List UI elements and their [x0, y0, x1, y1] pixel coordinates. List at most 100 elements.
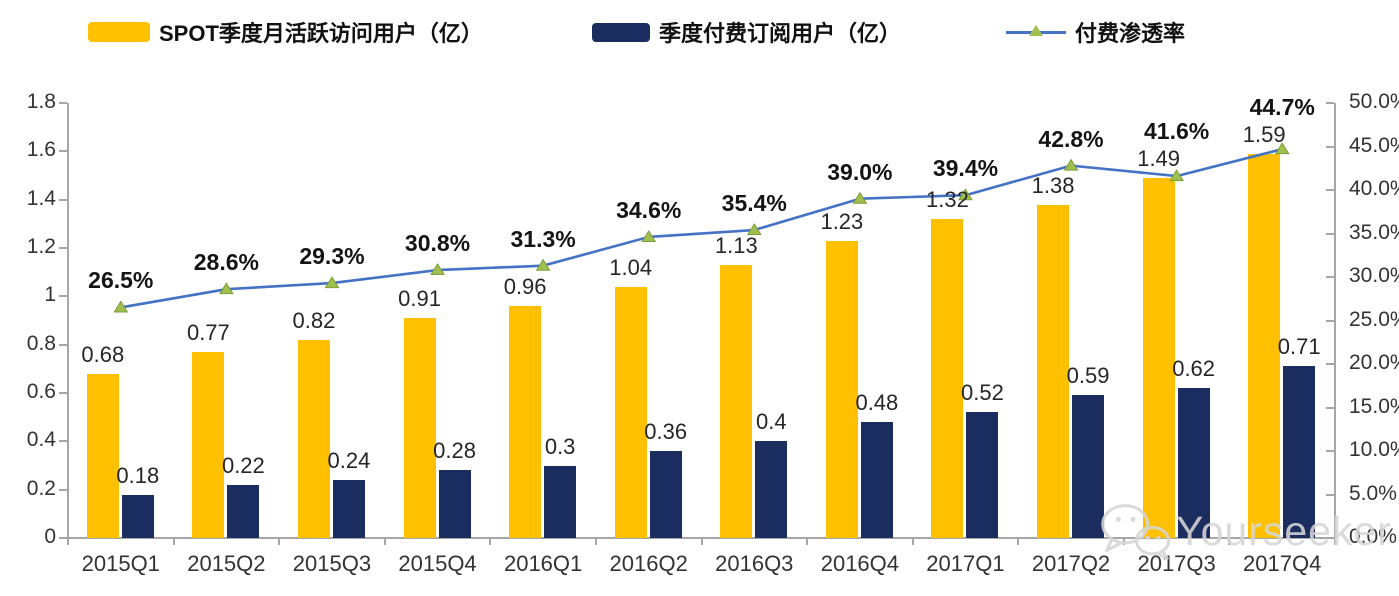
- x-tick-label: 2016Q2: [609, 551, 688, 576]
- paid-bar: [966, 412, 999, 538]
- penetration-marker-icon: [113, 300, 129, 313]
- right-axis-label: 25.0%: [1349, 307, 1399, 331]
- left-axis-tick: [59, 150, 67, 153]
- paid-value-label: 0.59: [1066, 363, 1110, 389]
- x-axis-tick: [1017, 538, 1020, 545]
- mau-value-label: 1.59: [1242, 121, 1286, 147]
- penetration-label: 39.4%: [932, 155, 999, 182]
- right-axis-tick: [1326, 145, 1334, 148]
- x-tick-label: 2015Q2: [187, 551, 266, 576]
- mau-bar: [509, 306, 542, 538]
- paid-value-label: 0.24: [327, 448, 371, 473]
- paid-value-label: 0.4: [755, 409, 787, 435]
- right-axis-tick: [1326, 232, 1334, 235]
- right-axis-label: 5.0%: [1349, 481, 1397, 505]
- x-axis-tick: [1228, 538, 1231, 545]
- left-axis-tick: [59, 198, 67, 201]
- x-tick-label: 2015Q3: [292, 551, 372, 576]
- penetration-label: 26.5%: [88, 267, 154, 294]
- left-axis-tick: [59, 247, 67, 249]
- x-axis-tick: [278, 538, 281, 545]
- right-axis-tick: [1326, 406, 1334, 409]
- right-axis-label: 0.0%: [1349, 525, 1397, 548]
- left-axis-label: 0.2: [26, 476, 56, 500]
- paid-bar-swatch: [592, 22, 650, 42]
- right-axis-label: 30.0%: [1349, 264, 1399, 287]
- penetration-marker-icon: [324, 276, 340, 289]
- x-axis-tick: [806, 538, 809, 545]
- x-axis-tick: [383, 538, 386, 545]
- paid-bar: [755, 441, 788, 538]
- left-axis-label: 1.4: [26, 186, 56, 210]
- x-axis-tick: [1334, 538, 1336, 545]
- mau-bar: [931, 219, 964, 538]
- x-tick-label: 2016Q4: [820, 551, 900, 576]
- left-axis-tick: [59, 295, 67, 298]
- penetration-marker-icon: [430, 263, 445, 276]
- right-axis-label: 45.0%: [1349, 133, 1399, 157]
- mau-value-label: 0.68: [81, 341, 125, 367]
- x-axis-tick: [67, 538, 69, 545]
- x-axis-tick: [489, 538, 492, 545]
- paid-value-label: 0.3: [544, 433, 576, 459]
- right-axis-label: 40.0%: [1349, 177, 1399, 200]
- legend-triangle-marker-icon: [1029, 25, 1043, 36]
- penetration-label: 39.0%: [827, 158, 893, 185]
- paid-value-label: 0.18: [116, 462, 160, 488]
- wechat-icon: [1101, 504, 1171, 560]
- left-axis-tick: [59, 343, 67, 346]
- watermark: Yourseeker: [1096, 500, 1392, 562]
- mau-bar: [86, 373, 119, 538]
- penetration-label: 34.6%: [616, 196, 682, 223]
- penetration-label: 31.3%: [510, 225, 576, 252]
- x-axis-tick: [594, 538, 597, 545]
- penetration-label: 30.8%: [404, 230, 471, 257]
- penetration-marker-icon: [1063, 158, 1079, 171]
- legend-label-paid: 季度付费订阅用户（亿）: [659, 21, 902, 46]
- paid-bar: [1283, 366, 1316, 538]
- mau-bar-swatch: [88, 22, 150, 42]
- right-axis-label: 15.0%: [1349, 394, 1399, 418]
- penetration-marker-icon: [535, 258, 551, 271]
- left-axis-label: 0.6: [26, 380, 56, 403]
- x-tick-label: 2016Q1: [503, 551, 583, 576]
- penetration-label: 41.6%: [1144, 117, 1210, 144]
- penetration-label: 35.4%: [721, 190, 787, 217]
- left-axis-label: 1.2: [26, 235, 56, 258]
- left-axis-label: 0.4: [26, 428, 56, 452]
- right-axis-tick: [1326, 450, 1334, 452]
- mau-value-label: 1.23: [820, 208, 864, 234]
- mau-value-label: 0.82: [292, 307, 336, 333]
- paid-bar: [1177, 388, 1210, 538]
- mau-value-label: 0.91: [398, 286, 441, 312]
- mau-value-label: 0.96: [503, 274, 547, 299]
- paid-value-label: 0.48: [855, 390, 899, 415]
- right-axis-tick: [1326, 319, 1334, 322]
- penetration-marker-icon: [218, 282, 234, 295]
- left-axis-label: 0: [44, 525, 56, 548]
- x-tick-label: 2017Q4: [1243, 551, 1322, 576]
- paid-bar: [121, 494, 154, 538]
- penetration-label: 28.6%: [193, 249, 259, 276]
- mau-value-label: 0.77: [186, 319, 230, 345]
- x-tick-label: 2017Q1: [926, 551, 1005, 576]
- x-tick-label: 2017Q2: [1031, 551, 1111, 576]
- right-axis-tick: [1326, 276, 1334, 278]
- paid-bar: [544, 465, 577, 538]
- penetration-label: 42.8%: [1038, 125, 1104, 152]
- penetration-label: 44.7%: [1249, 93, 1315, 120]
- right-axis-tick: [1326, 493, 1334, 496]
- legend-item-penetration: 付费渗透率: [1006, 18, 1185, 46]
- left-axis-tick: [59, 488, 67, 491]
- right-axis-label: 50.0%: [1349, 90, 1399, 113]
- paid-bar: [860, 422, 893, 538]
- paid-value-label: 0.52: [961, 380, 1004, 406]
- x-tick-label: 2016Q3: [715, 551, 794, 576]
- right-axis-label: 10.0%: [1349, 438, 1399, 461]
- paid-value-label: 0.36: [644, 419, 688, 444]
- right-axis-label: 20.0%: [1349, 351, 1399, 374]
- paid-value-label: 0.71: [1277, 334, 1321, 360]
- legend-label-penetration: 付费渗透率: [1075, 21, 1186, 46]
